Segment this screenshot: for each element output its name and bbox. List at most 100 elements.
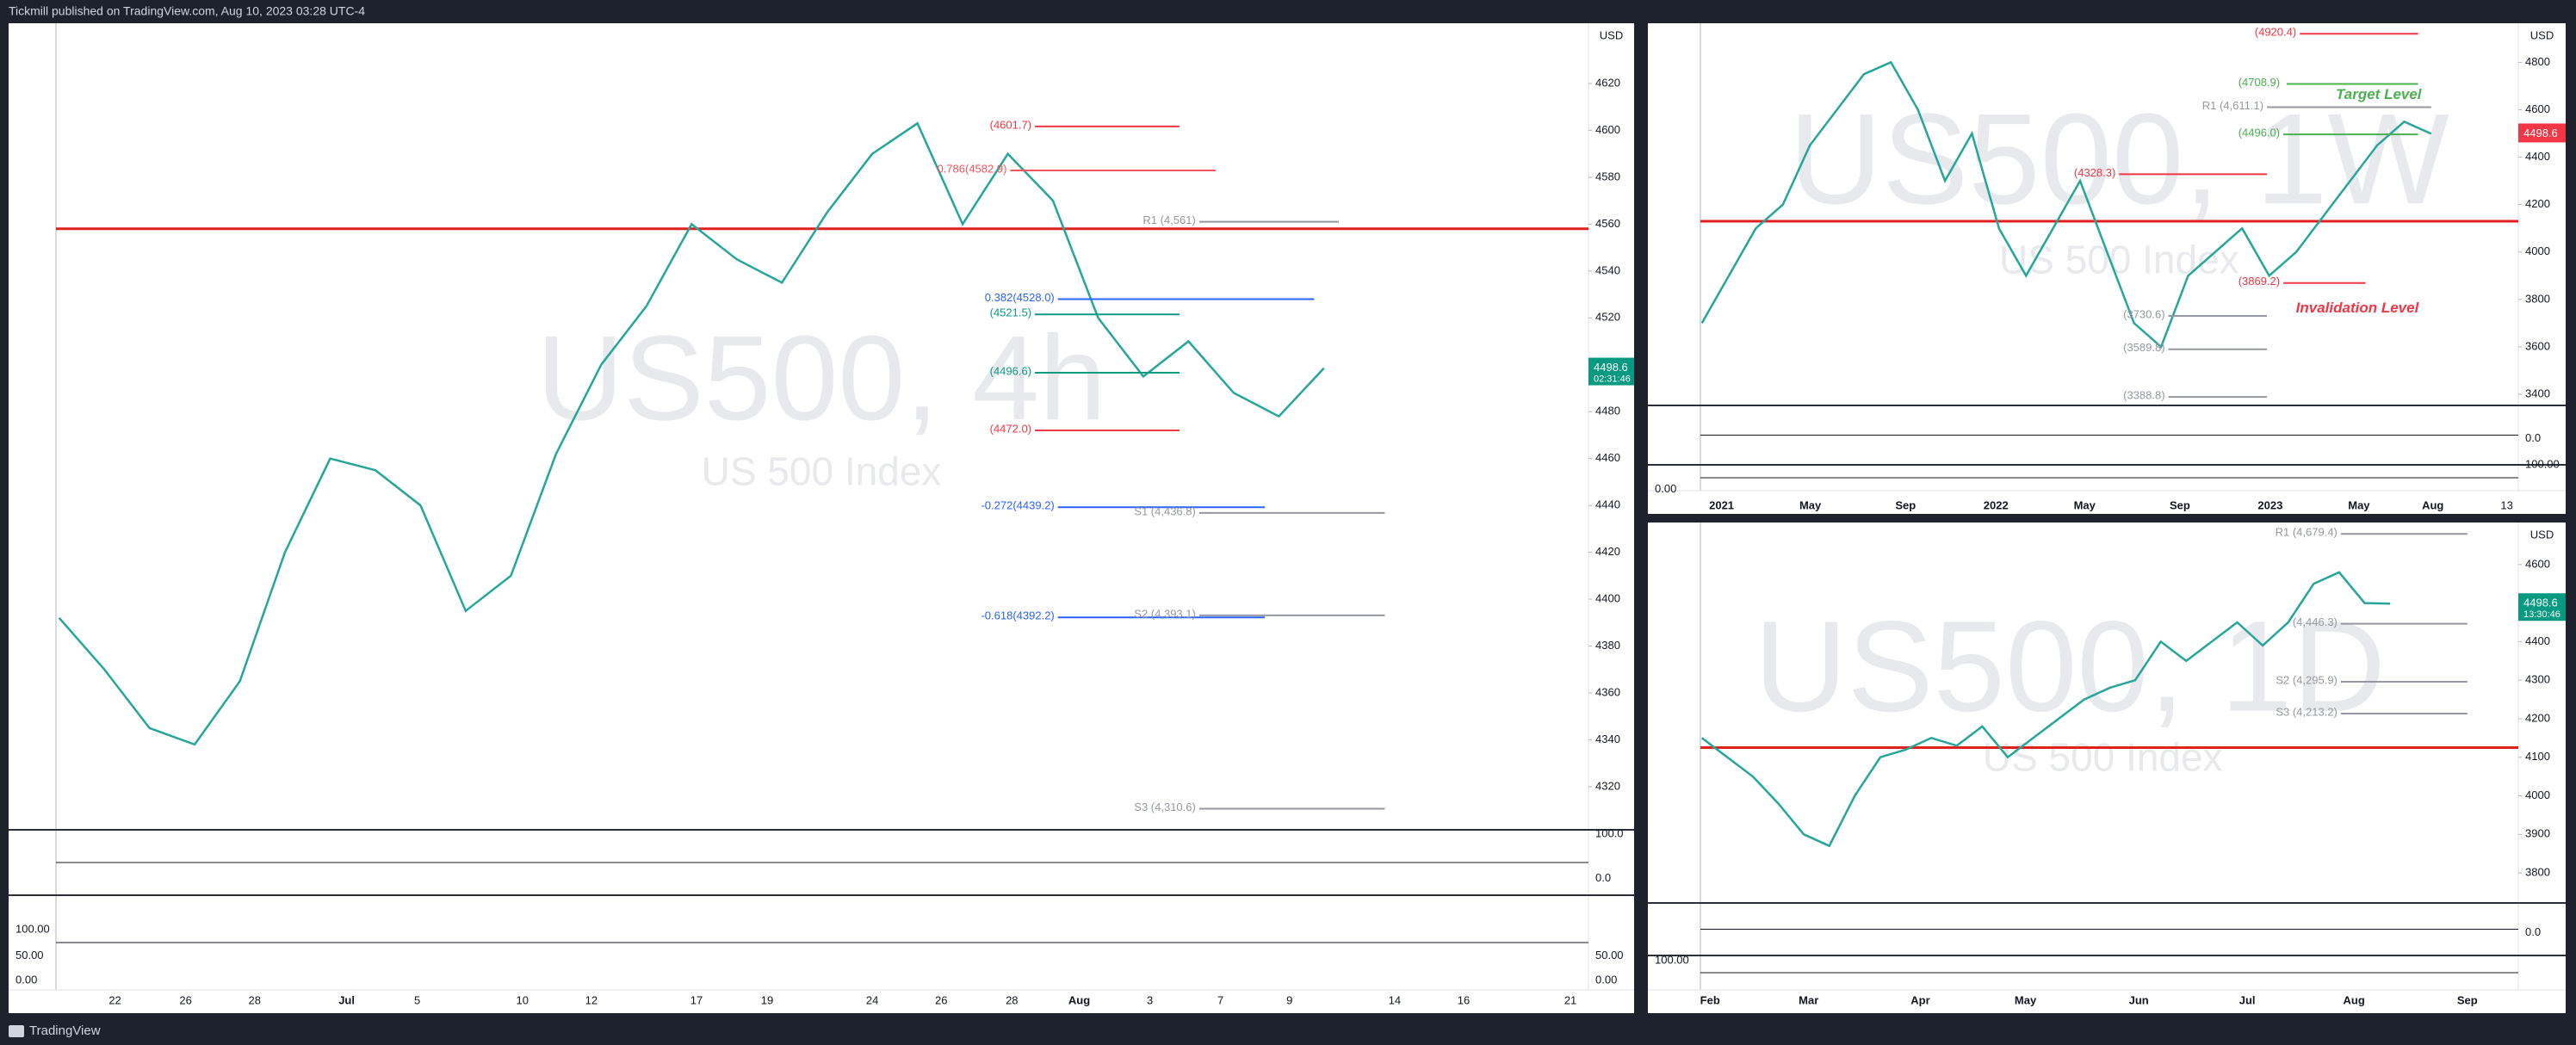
y-tick-label: 4400 [1595, 591, 1620, 604]
y-tick-label: 4600 [1595, 123, 1620, 136]
y-tick-label: 4600 [2525, 102, 2550, 115]
y-tick-label: 4580 [1595, 170, 1620, 182]
currency: USD [2530, 28, 2554, 41]
y-tick-label: 3800 [2525, 866, 2550, 879]
indicator-label: 100.00 [15, 922, 50, 935]
watermark: US500, 1D [1754, 594, 2386, 739]
y-tick-label: 4400 [2525, 634, 2550, 647]
date-label: 21 [1564, 993, 1576, 1006]
watermark-subtitle: US 500 Index [1999, 237, 2239, 281]
date-label: 26 [935, 993, 947, 1006]
y-tick-label: 4540 [1595, 263, 1620, 276]
date-label: May [2074, 498, 2096, 511]
y-tick-label: 4400 [2525, 150, 2550, 163]
last-price-box [1588, 357, 1634, 386]
y-tick-label: 4100 [2525, 750, 2550, 763]
date-label: 12 [585, 993, 598, 1006]
annotation-label: -0.272(4439.2) [981, 499, 1054, 512]
date-label: 13 [2500, 498, 2512, 511]
annotation-label: (4328.3) [2074, 166, 2115, 179]
date-label: Aug [1068, 993, 1090, 1006]
annotation-label: -0.618(4392.2) [981, 609, 1054, 622]
date-label: 14 [1389, 993, 1401, 1006]
date-label: 19 [761, 993, 773, 1006]
annotation-label: (4521.5) [990, 306, 1031, 319]
price-line [58, 121, 1325, 746]
annotation-label: (3869.2) [2239, 275, 2280, 288]
date-label: 26 [179, 993, 191, 1006]
date-label: Aug [2422, 498, 2443, 511]
date-label: May [2015, 993, 2037, 1006]
last-price: 4498.6 [2523, 127, 2558, 139]
y-tick-label: 4340 [1595, 733, 1620, 745]
watermark: US500, 1W [1789, 86, 2449, 231]
y-tick-label: 4460 [1595, 451, 1620, 464]
annotation-label: (4920.4) [2255, 26, 2296, 39]
annotation-label: (4601.7) [990, 118, 1031, 131]
annotation-label: (4708.9) [2239, 76, 2280, 89]
y-tick-label: 4420 [1595, 545, 1620, 558]
brand[interactable]: TradingView [29, 1023, 101, 1038]
date-label: Jul [2239, 993, 2256, 1006]
indicator-label: 100.00 [2525, 457, 2560, 470]
publisher: Tickmill published on TradingView.com, A… [9, 4, 365, 18]
date-label: Mar [1799, 993, 1818, 1006]
y-tick-label: 3800 [2525, 292, 2550, 305]
last-price-box [2518, 123, 2566, 143]
annotation-label: S1 (4,436.8) [1134, 504, 1196, 517]
indicator-label: 100.0 [1595, 827, 1624, 840]
date-label: 3 [1147, 993, 1153, 1006]
annotation-label: (3730.6) [2123, 307, 2164, 320]
y-tick-label: 3400 [2525, 386, 2550, 399]
chart-panel [1648, 522, 2566, 1013]
y-tick-label: 4200 [2525, 711, 2550, 724]
annotation-label: S2 (4,393.1) [1134, 607, 1196, 620]
annotation-label: (4,446.3) [2293, 615, 2338, 628]
date-label: 10 [517, 993, 529, 1006]
date-label: Sep [2457, 993, 2478, 1006]
y-tick-label: 4480 [1595, 405, 1620, 417]
indicator-label: 0.00 [1595, 974, 1617, 986]
indicator-label: 0.0 [1595, 871, 1611, 884]
annotation-label: S3 (4,213.2) [2276, 705, 2338, 718]
watermark-subtitle: US 500 Index [702, 449, 942, 494]
annotation-label: R1 (4,561) [1142, 213, 1195, 226]
date-label: Sep [2170, 498, 2190, 511]
date-label: May [1799, 498, 1822, 511]
last-price: 4498.6 [2523, 597, 2558, 609]
date-label: 2023 [2257, 498, 2282, 511]
annotation-label: (3388.8) [2123, 389, 2164, 402]
annotation-label: S2 (4,295.9) [2276, 673, 2338, 686]
annotation-label: R1 (4,679.4) [2276, 526, 2338, 539]
y-tick-label: 4360 [1595, 685, 1620, 698]
countdown: 13:30:46 [2523, 609, 2561, 620]
price-line [1700, 571, 2391, 848]
y-tick-label: 4800 [2525, 55, 2550, 68]
date-label: 2021 [1709, 498, 1734, 511]
countdown: 02:31:46 [1594, 374, 1631, 384]
date-label: Sep [1895, 498, 1916, 511]
y-tick-label: 3600 [2525, 339, 2550, 352]
date-label: Feb [1700, 993, 1720, 1006]
date-label: 22 [108, 993, 121, 1006]
currency: USD [1600, 28, 1623, 41]
indicator-label: 0.0 [2525, 431, 2541, 444]
note: Invalidation Level [2296, 300, 2420, 316]
annotation-label: (4496.6) [990, 364, 1031, 377]
y-tick-label: 4000 [2525, 244, 2550, 257]
date-label: Aug [2344, 993, 2365, 1006]
last-price-box [2518, 593, 2566, 621]
indicator-label: 50.00 [15, 949, 44, 962]
annotation-label: R1 (4,611.1) [2202, 99, 2263, 112]
date-label: Jul [338, 993, 355, 1006]
date-label: Jun [2129, 993, 2149, 1006]
annotation-label: (4472.0) [990, 422, 1031, 435]
watermark-subtitle: US 500 Index [1983, 735, 2223, 780]
watermark: US500, 4h [536, 310, 1106, 445]
y-tick-label: 4380 [1595, 639, 1620, 652]
date-label: 9 [1286, 993, 1292, 1006]
annotation-label: (4496.0) [2239, 127, 2280, 139]
y-tick-label: 4600 [2525, 557, 2550, 570]
